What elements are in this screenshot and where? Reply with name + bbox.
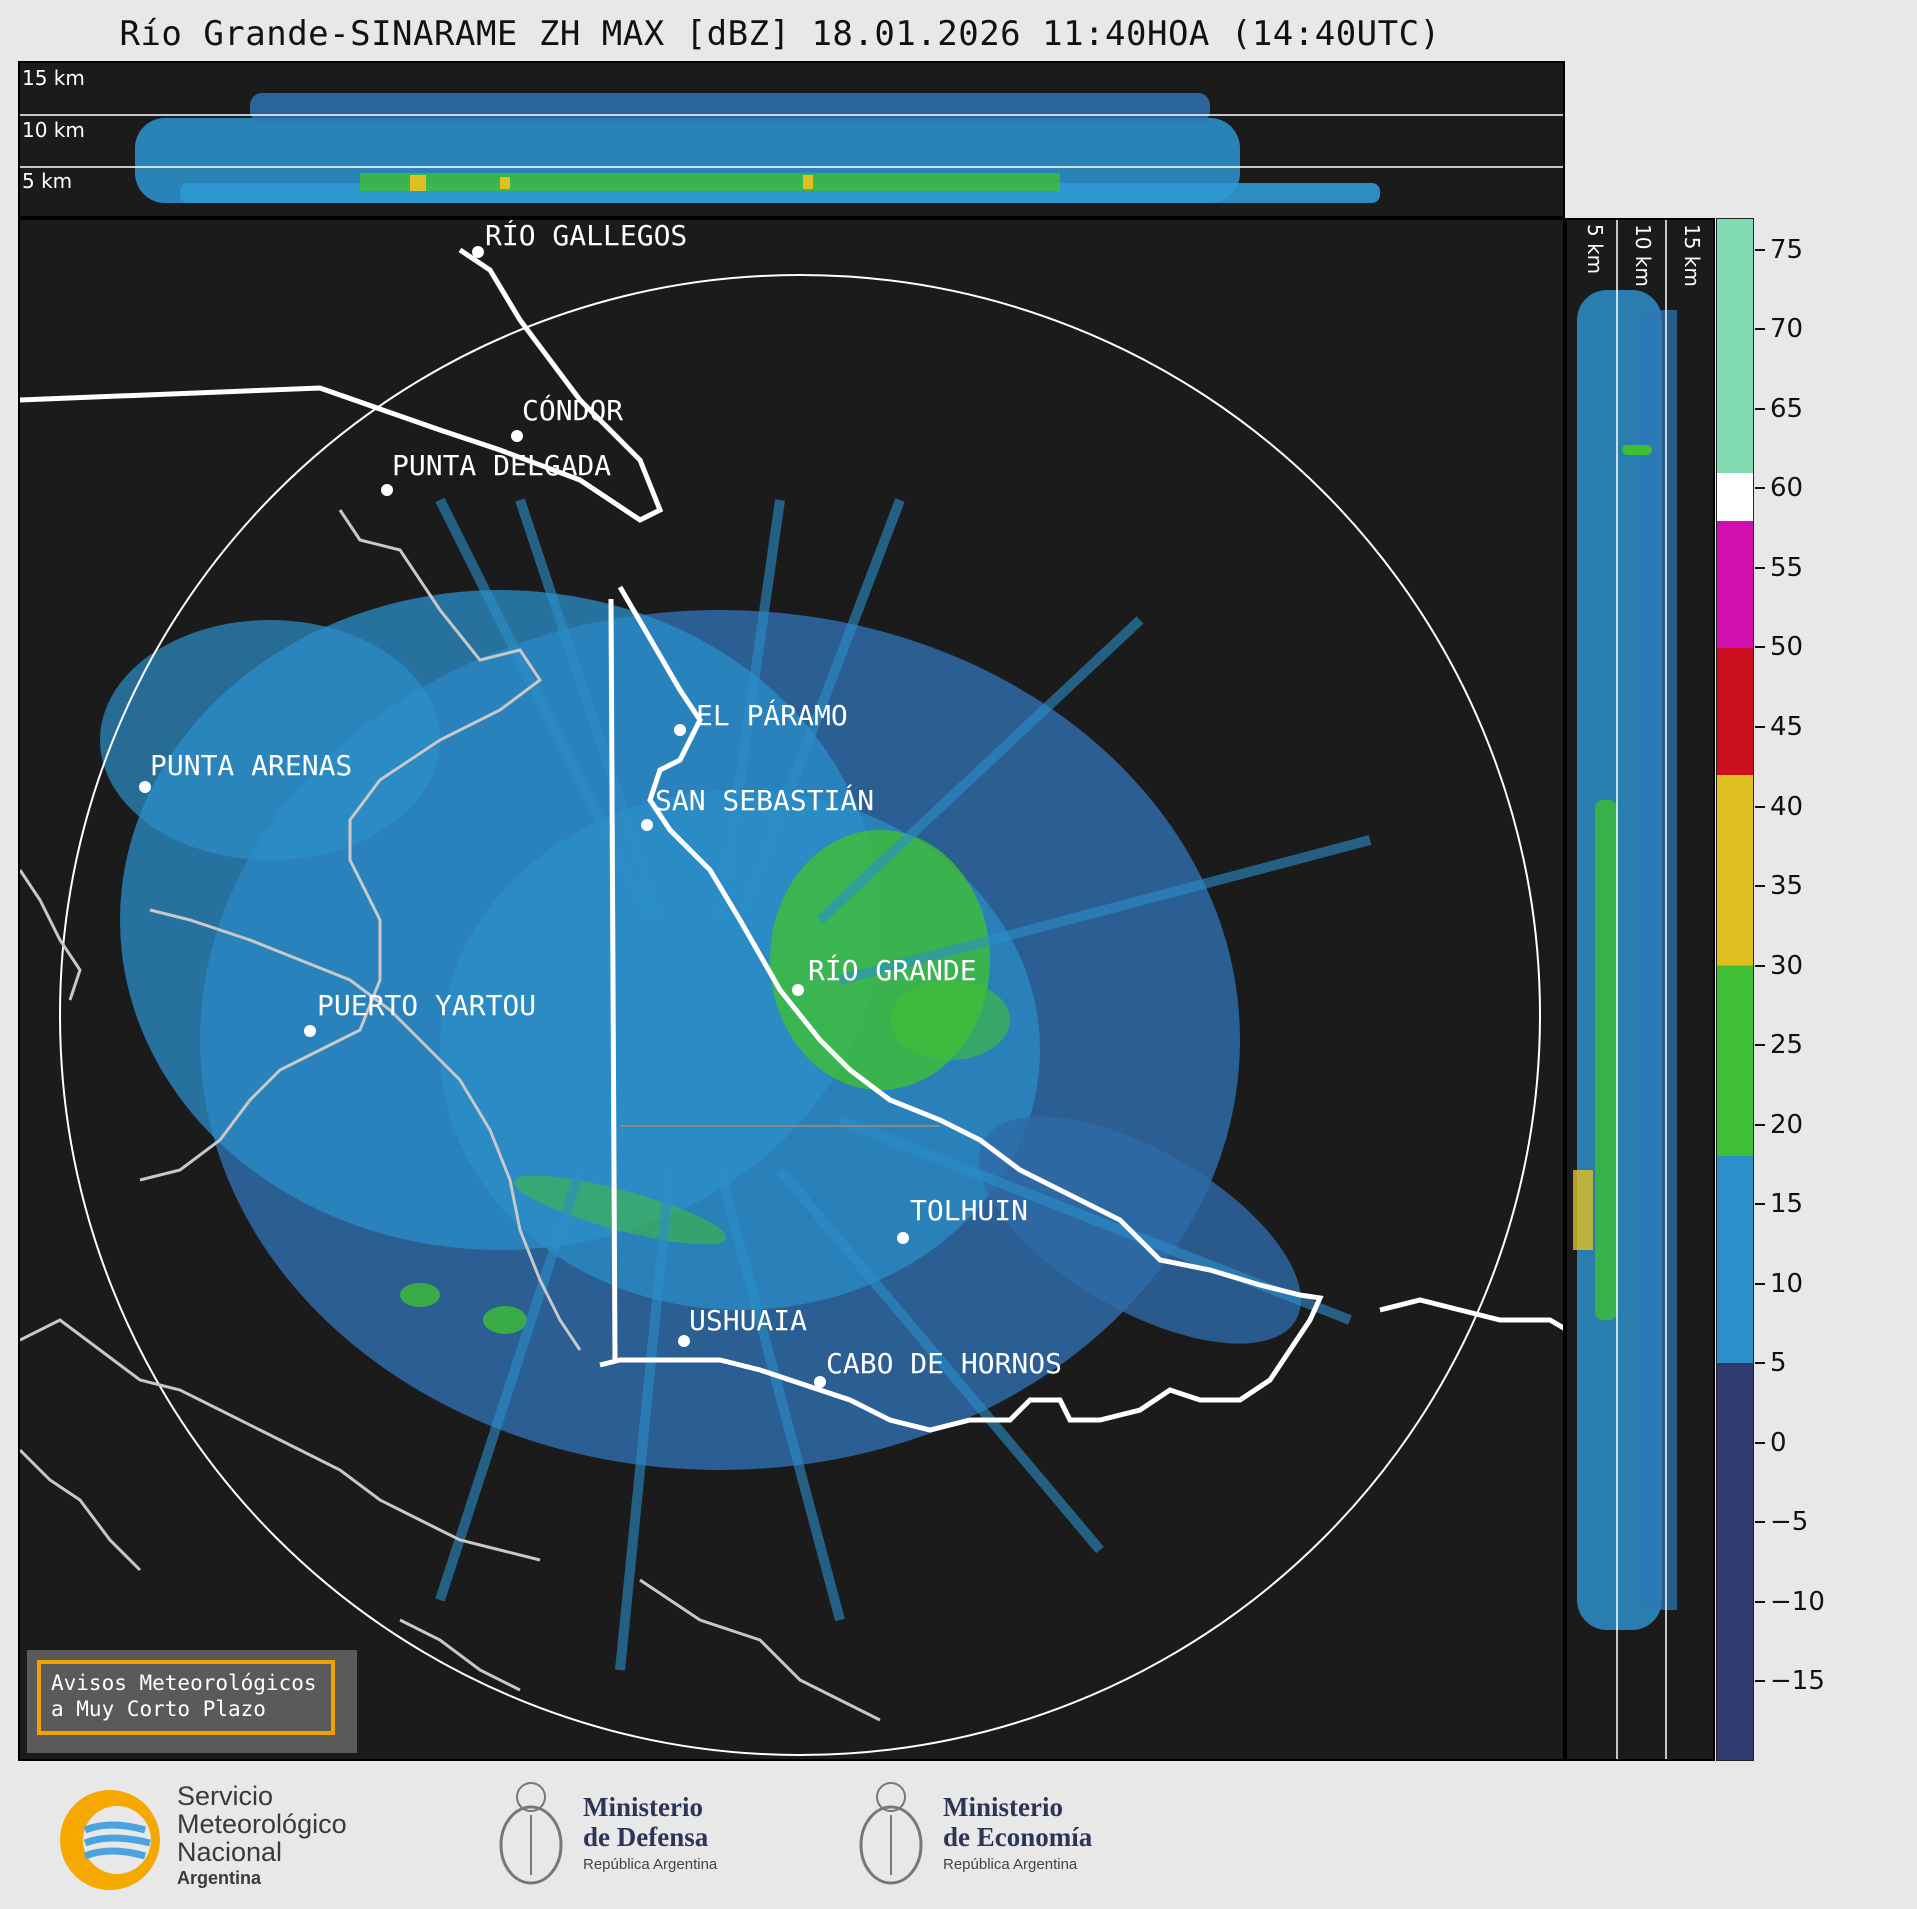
side-label-5km: 5 km [1583,224,1607,275]
colorbar-tick-label: 60 [1770,473,1804,504]
top-label-15km: 15 km [22,66,85,90]
defensa-line2: de Defensa [583,1822,709,1852]
colorbar-tick-label: 50 [1770,632,1804,663]
colorbar-tick [1755,726,1765,729]
radar-map: RÍO GALLEGOS CÓNDOR PUNTA DELGADA EL PÁR… [20,220,1563,1756]
national-seal-icon [499,1782,563,1885]
city-label-rio-gallegos: RÍO GALLEGOS [485,220,687,252]
city-dot-rio-gallegos [472,246,484,258]
radar-map-panel: RÍO GALLEGOS CÓNDOR PUNTA DELGADA EL PÁR… [18,218,1565,1761]
warning-box-border: Avisos Meteorológicos a Muy Corto Plazo [37,1660,335,1735]
top-cross-section-echo [20,93,1563,203]
top-label-10km: 10 km [22,118,85,142]
colorbar-tick [1755,805,1765,808]
city-label-el-paramo: EL PÁRAMO [696,698,848,732]
colorbar-tick [1755,1441,1765,1444]
colorbar-tick-label: −15 [1770,1666,1825,1697]
colorbar-tick [1755,1044,1765,1047]
colorbar-tick-label: 20 [1770,1109,1804,1140]
city-dot-puerto-yartou [304,1025,316,1037]
smn-name-line4: Argentina [177,1868,262,1888]
side-label-15km: 15 km [1680,224,1704,287]
colorbar-tick [1755,1123,1765,1126]
smn-name-line2: Meteorológico [177,1809,347,1839]
colorbar-tick [1755,566,1765,569]
colorbar-tick-label: 0 [1770,1427,1787,1458]
colorbar-tick-label: 10 [1770,1268,1804,1299]
page-title: Río Grande-SINARAME ZH MAX [dBZ] 18.01.2… [119,14,1441,54]
city-label-tolhuin: TOLHUIN [910,1194,1028,1227]
colorbar-tick-label: 25 [1770,1030,1804,1061]
colorbar-tick-label: −10 [1770,1586,1825,1617]
colorbar-tick [1755,1282,1765,1285]
colorbar-tick [1755,1362,1765,1365]
city-dot-san-sebastian [641,819,653,831]
coastlines [20,509,881,1722]
echo-field [100,497,1372,1671]
city-dot-ushuaia [678,1335,690,1347]
colorbar-tick [1755,1680,1765,1683]
national-seal-icon [859,1782,923,1885]
colorbar-tick-label: 5 [1770,1348,1787,1379]
side-cross-section-panel: 5 km 10 km 15 km [1565,218,1715,1761]
colorbar-tick [1755,328,1765,331]
side-cross-section-echo [1573,220,1677,1759]
colorbar-tick [1755,1600,1765,1603]
colorbar-tick [1755,1203,1765,1206]
colorbar [1716,218,1754,1761]
smn-emblem-icon [60,1790,160,1890]
colorbar-tick-label: 40 [1770,791,1804,822]
economia-line1: Ministerio [943,1792,1063,1822]
city-markers: RÍO GALLEGOS CÓNDOR PUNTA DELGADA EL PÁR… [139,220,1062,1388]
city-label-puerto-yartou: PUERTO YARTOU [317,989,536,1022]
colorbar-tick-label: 45 [1770,712,1804,743]
economia-line3: República Argentina [943,1856,1078,1873]
side-label-10km: 10 km [1631,224,1655,287]
warning-box: Avisos Meteorológicos a Muy Corto Plazo [27,1650,357,1753]
colorbar-tick-label: −5 [1770,1507,1809,1538]
city-label-ushuaia: USHUAIA [689,1304,807,1337]
economia-line2: de Economía [943,1822,1093,1852]
economia-logo: Ministerio de Economía República Argenti… [855,1770,1145,1900]
smn-logo: Servicio Meteorológico Nacional Argentin… [55,1770,395,1900]
colorbar-tick [1755,646,1765,649]
colorbar-tick-label: 55 [1770,552,1804,583]
warning-line-2: a Muy Corto Plazo [51,1697,266,1721]
range-ring [59,274,1541,1756]
smn-name-line3: Nacional [177,1837,283,1867]
defensa-line1: Ministerio [583,1792,703,1822]
colorbar-tick-label: 65 [1770,393,1804,424]
city-label-punta-delgada: PUNTA DELGADA [392,449,611,482]
top-cross-section-panel: 15 km 10 km 5 km [18,61,1565,218]
colorbar-tick [1755,964,1765,967]
colorbar-tick [1755,1521,1765,1524]
colorbar-tick [1755,487,1765,490]
colorbar-tick-label: 75 [1770,234,1804,265]
colorbar-tick-label: 15 [1770,1189,1804,1220]
city-label-cabo-de-hornos: CABO DE HORNOS [826,1347,1062,1380]
city-label-condor: CÓNDOR [522,393,623,427]
borders [20,247,1324,1433]
city-dot-condor [511,430,523,442]
warning-line-1: Avisos Meteorológicos [51,1671,317,1695]
colorbar-tick-label: 70 [1770,314,1804,345]
city-dot-cabo-de-hornos [814,1376,826,1388]
top-label-5km: 5 km [22,169,73,193]
city-dot-punta-arenas [139,781,151,793]
colorbar-tick-label: 30 [1770,950,1804,981]
city-label-rio-grande: RÍO GRANDE [808,953,977,987]
city-dot-rio-grande [792,984,804,996]
colorbar-tick [1755,885,1765,888]
defensa-logo: Ministerio de Defensa República Argentin… [495,1770,785,1900]
city-label-punta-arenas: PUNTA ARENAS [150,749,352,782]
city-dot-tolhuin [897,1232,909,1244]
defensa-line3: República Argentina [583,1856,718,1873]
colorbar-tick-label: 35 [1770,871,1804,902]
city-dot-punta-delgada [381,484,393,496]
colorbar-tick [1755,248,1765,251]
city-label-san-sebastian: SAN SEBASTIÁN [655,783,874,817]
colorbar-tick [1755,407,1765,410]
smn-name-line1: Servicio [177,1781,274,1811]
city-dot-el-paramo [674,724,686,736]
